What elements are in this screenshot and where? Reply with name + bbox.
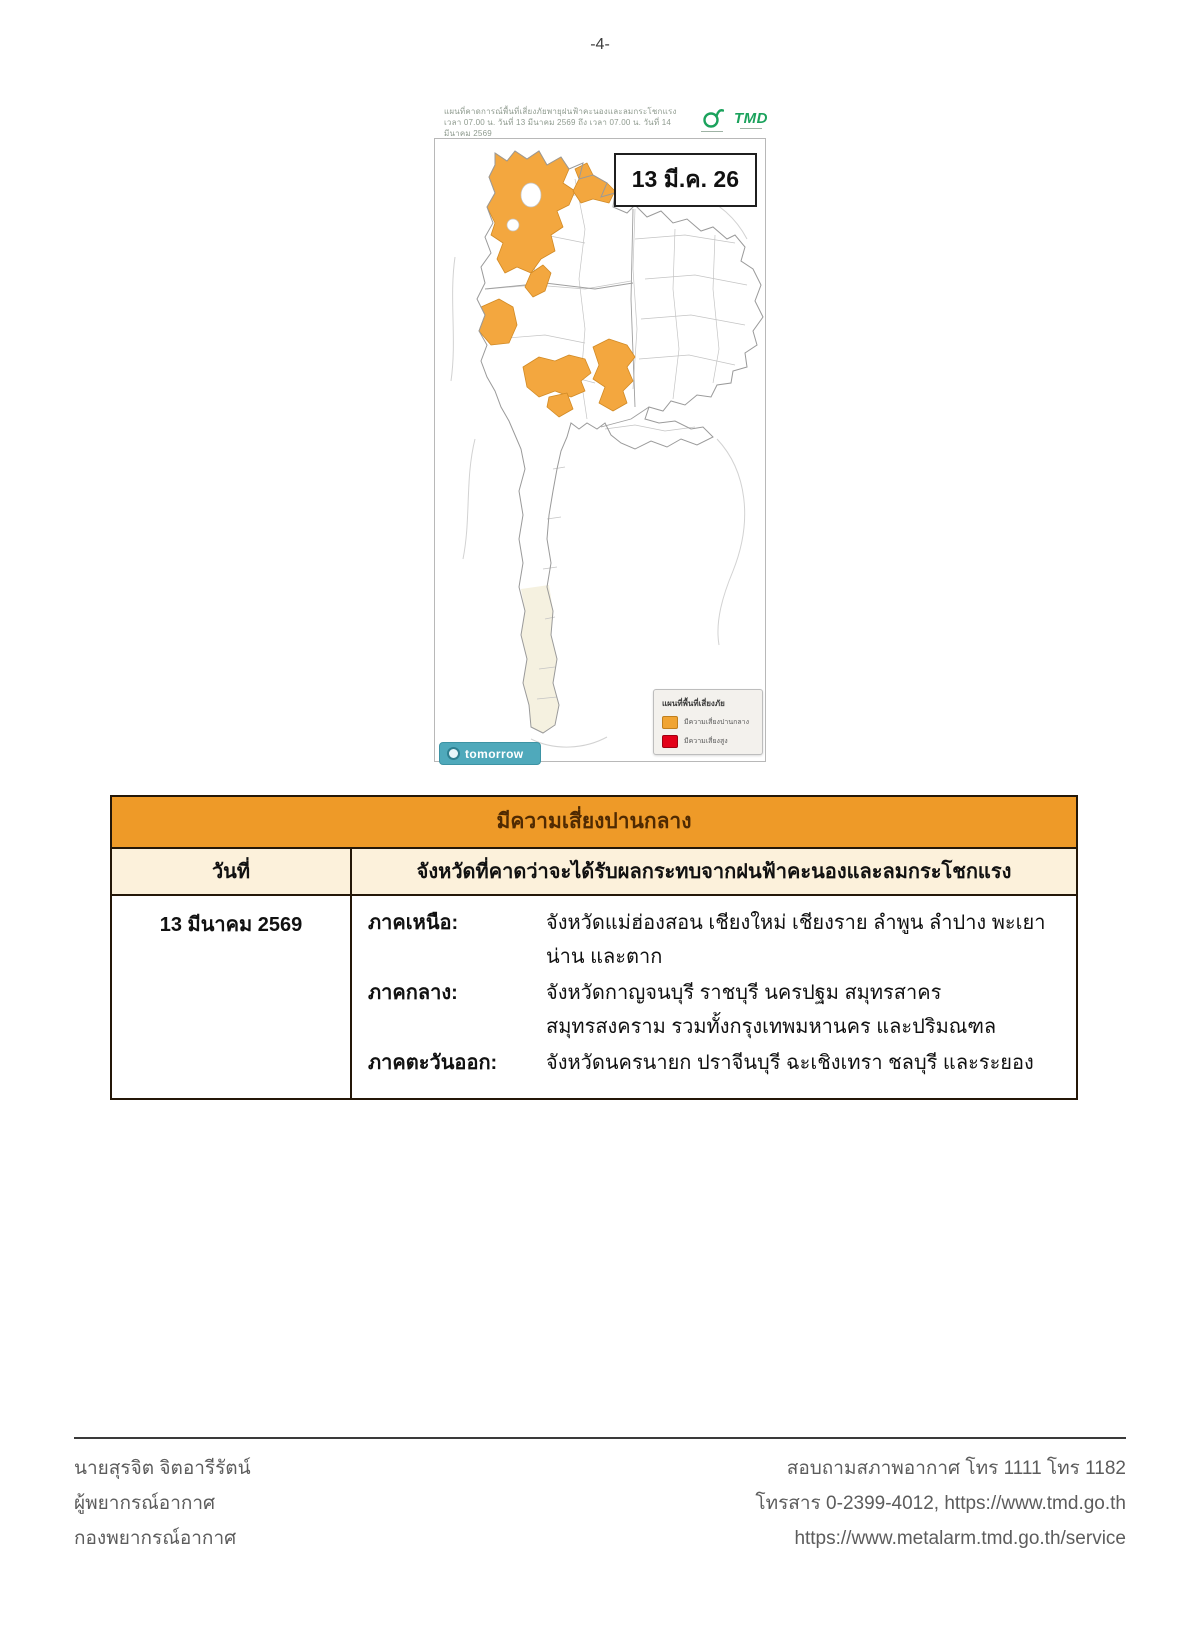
column-header-date: วันที่ xyxy=(112,849,352,894)
footer-metalarm-url: https://www.metalarm.tmd.go.th/service xyxy=(794,1528,1126,1549)
region-provinces-north: จังหวัดแม่ฮ่องสอน เชียงใหม่ เชียงราย ลำพ… xyxy=(546,912,1046,968)
legend-label-moderate: มีความเสี่ยงปานกลาง xyxy=(684,719,749,726)
region-row-central: ภาคกลาง: จังหวัดกาญจนบุรี ราชบุรี นครปฐม… xyxy=(368,976,1062,1044)
moderate-risk-table: มีความเสี่ยงปานกลาง วันที่ จังหวัดที่คาด… xyxy=(110,795,1078,1100)
tmd-logo-text: TMD xyxy=(734,109,768,127)
legend-item-high: มีความเสี่ยงสูง xyxy=(662,735,755,748)
forecaster-division: กองพยากรณ์อากาศ xyxy=(74,1528,237,1549)
map-caption-line1: แผนที่คาดการณ์พื้นที่เสี่ยงภัยพายุฝนฟ้าค… xyxy=(444,107,677,116)
region-row-east: ภาคตะวันออก: จังหวัดนครนายก ปราจีนบุรี ฉ… xyxy=(368,1046,1062,1080)
high-risk-swatch-icon xyxy=(662,735,678,748)
footer-right-column: สอบถามสภาพอากาศ โทร 1111 โทร 1182 โทรสาร… xyxy=(755,1451,1126,1556)
map-logos: TMD xyxy=(700,106,768,132)
table-row: 13 มีนาคม 2569 ภาคเหนือ: จังหวัดแม่ฮ่องส… xyxy=(112,896,1076,1098)
thailand-map-svg xyxy=(450,150,764,748)
forecaster-name: นายสุรจิต จิตอารีรัตน์ xyxy=(74,1458,251,1479)
map-date-box: 13 มี.ค. 26 xyxy=(613,153,757,207)
legend-item-moderate: มีความเสี่ยงปานกลาง xyxy=(662,716,755,729)
dot-swirl-logo-icon xyxy=(700,106,724,132)
region-label-north: ภาคเหนือ: xyxy=(368,912,459,934)
forecaster-title: ผู้พยากรณ์อากาศ xyxy=(74,1493,216,1514)
map-caption: แผนที่คาดการณ์พื้นที่เสี่ยงภัยพายุฝนฟ้าค… xyxy=(444,106,684,139)
legend-label-high: มีความเสี่ยงสูง xyxy=(684,738,728,745)
thailand-risk-map: 13 มี.ค. 26 แผนที่พื้นที่เสี่ยงภัย มีควา… xyxy=(434,138,766,765)
legend-title: แผนที่พื้นที่เสี่ยงภัย xyxy=(662,699,725,708)
table-title: มีความเสี่ยงปานกลาง xyxy=(112,797,1076,849)
region-label-central: ภาคกลาง: xyxy=(368,982,458,1004)
region-label-east: ภาคตะวันออก: xyxy=(368,1052,498,1074)
footer-divider xyxy=(74,1437,1126,1439)
table-header-row: วันที่ จังหวัดที่คาดว่าจะได้รับผลกระทบจา… xyxy=(112,849,1076,896)
tmd-logo: TMD xyxy=(734,110,768,129)
footer-fax-website-line: โทรสาร 0-2399-4012, https://www.tmd.go.t… xyxy=(755,1493,1126,1514)
region-provinces-central: จังหวัดกาญจนบุรี ราชบุรี นครปฐม สมุทรสาค… xyxy=(546,982,997,1038)
map-caption-line2: เวลา 07.00 น. วันที่ 13 มีนาคม 2569 ถึง … xyxy=(444,118,672,138)
tomorrow-badge-label: tomorrow xyxy=(465,746,524,761)
footer-left-column: นายสุรจิต จิตอารีรัตน์ ผู้พยากรณ์อากาศ ก… xyxy=(74,1451,251,1556)
page-footer: นายสุรจิต จิตอารีรัตน์ ผู้พยากรณ์อากาศ ก… xyxy=(74,1437,1126,1556)
forecast-map-figure: แผนที่คาดการณ์พื้นที่เสี่ยงภัยพายุฝนฟ้าค… xyxy=(418,100,770,770)
tomorrow-logo-icon xyxy=(447,747,460,760)
map-legend: แผนที่พื้นที่เสี่ยงภัย มีความเสี่ยงปานกล… xyxy=(653,689,763,755)
table-cell-regions: ภาคเหนือ: จังหวัดแม่ฮ่องสอน เชียงใหม่ เช… xyxy=(352,896,1076,1098)
moderate-risk-swatch-icon xyxy=(662,716,678,729)
tomorrow-badge: tomorrow xyxy=(439,742,541,765)
table-cell-date: 13 มีนาคม 2569 xyxy=(112,896,352,1098)
region-row-north: ภาคเหนือ: จังหวัดแม่ฮ่องสอน เชียงใหม่ เช… xyxy=(368,906,1062,974)
column-header-provinces: จังหวัดที่คาดว่าจะได้รับผลกระทบจากฝนฟ้าค… xyxy=(416,861,1012,883)
page-number: -4- xyxy=(590,36,610,53)
region-provinces-east: จังหวัดนครนายก ปราจีนบุรี ฉะเชิงเทรา ชลบ… xyxy=(546,1052,1034,1074)
footer-phone-line: สอบถามสภาพอากาศ โทร 1111 โทร 1182 xyxy=(786,1458,1126,1479)
